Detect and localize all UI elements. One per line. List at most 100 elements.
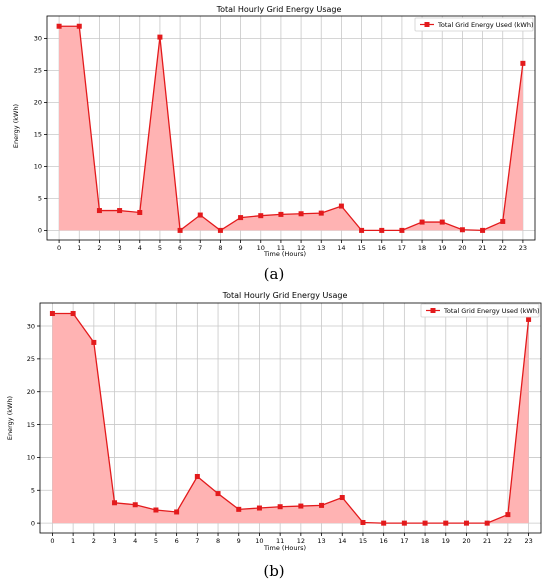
data-point-marker (399, 227, 405, 233)
x-tick-label: 4 (133, 537, 137, 545)
y-axis-label: Energy (kWh) (12, 104, 20, 148)
x-tick-label: 7 (198, 244, 202, 252)
x-tick-label: 6 (178, 244, 182, 252)
data-point-marker (319, 502, 325, 508)
data-point-marker (112, 500, 118, 506)
x-tick-label: 12 (297, 244, 305, 252)
x-tick-label: 9 (237, 537, 241, 545)
data-point-marker (339, 495, 345, 501)
x-tick-label: 21 (478, 244, 486, 252)
panel-label-b: (b) (263, 562, 284, 580)
data-point-marker (422, 520, 428, 526)
x-tick-label: 22 (504, 537, 512, 545)
data-point-marker (463, 520, 469, 526)
data-point-marker (197, 212, 203, 218)
x-tick-label: 20 (462, 537, 470, 545)
x-tick-label: 13 (317, 244, 325, 252)
panel-label-a: (a) (264, 265, 285, 283)
data-point-marker (194, 473, 200, 479)
x-axis-label: Time (Hours) (263, 544, 306, 552)
y-axis-label: Energy (kWh) (6, 396, 14, 440)
data-point-marker (520, 60, 526, 66)
y-tick-label: 0 (31, 519, 35, 527)
data-point-marker (381, 520, 387, 526)
x-tick-label: 12 (297, 537, 305, 545)
series-line (59, 25, 524, 232)
x-tick-label: 5 (154, 537, 158, 545)
x-tick-label: 1 (77, 244, 81, 252)
legend-marker-swatch (430, 308, 436, 313)
x-tick-label: 20 (458, 244, 466, 252)
y-tick-label: 30 (27, 322, 35, 330)
data-point-marker (238, 215, 244, 221)
x-tick-label: 10 (255, 537, 263, 545)
chart-panel-b: Total Hourly Grid Energy Usage Time (Hou… (6, 291, 542, 580)
x-tick-label: 14 (337, 244, 345, 252)
legend-box (414, 17, 534, 32)
x-tick-label: 1 (71, 537, 75, 545)
legend: Total Grid Energy Used (kWh) (414, 17, 534, 32)
legend: Total Grid Energy Used (kWh) (420, 303, 540, 318)
x-tick-label: 19 (438, 244, 446, 252)
x-tick-label: 21 (483, 537, 491, 545)
y-tick-label: 25 (27, 355, 35, 363)
data-point-marker (157, 34, 163, 40)
x-tick-label: 11 (277, 244, 285, 252)
plot-frame (39, 302, 542, 534)
x-tick-label: 6 (175, 537, 179, 545)
legend-label: Total Grid Energy Used (kWh) (443, 307, 540, 315)
x-tick-label: 8 (216, 537, 220, 545)
x-tick-label: 2 (92, 537, 96, 545)
x-tick-label: 2 (97, 244, 101, 252)
data-point-marker (258, 213, 264, 219)
x-tick-label: 17 (400, 537, 408, 545)
data-point-marker (298, 211, 304, 217)
data-point-marker (236, 506, 242, 512)
series-area-fill (59, 26, 523, 231)
data-point-marker (526, 316, 532, 322)
x-tick-label: 18 (418, 244, 426, 252)
y-tick-label: 0 (38, 227, 42, 235)
data-point-marker (153, 507, 159, 513)
data-point-marker (318, 210, 324, 216)
data-point-marker (500, 218, 506, 224)
data-point-marker (480, 227, 486, 233)
plot-area: 0 1 2 3 4 5 6 7 8 9 10 11 12 13 14 15 16 17 18 19 20 21 22 2305… (34, 15, 536, 252)
x-tick-label: 3 (118, 244, 122, 252)
data-point-marker (505, 512, 511, 518)
plot-area: 0 1 2 3 4 5 6 7 8 9 10 11 12 13 14 15 16 17 18 19 20 21 22 2305… (27, 302, 542, 545)
y-tick-label: 10 (34, 163, 42, 171)
x-tick-label: 8 (218, 244, 222, 252)
data-point-marker (278, 211, 284, 217)
x-tick-label: 5 (158, 244, 162, 252)
x-tick-label: 16 (378, 244, 386, 252)
x-tick-label: 18 (421, 537, 429, 545)
y-tick-label: 5 (38, 195, 42, 203)
data-point-marker (459, 227, 465, 233)
data-point-marker (298, 503, 304, 509)
chart-title: Total Hourly Grid Energy Usage (216, 5, 342, 14)
legend-label: Total Grid Energy Used (kWh) (437, 21, 534, 29)
x-tick-label: 23 (519, 244, 527, 252)
data-point-marker (56, 23, 62, 29)
x-tick-label: 17 (398, 244, 406, 252)
data-point-marker (117, 208, 123, 214)
x-tick-label: 0 (57, 244, 61, 252)
y-tick-label: 5 (31, 487, 35, 495)
y-tick-label: 15 (34, 131, 42, 139)
legend-marker-swatch (424, 22, 430, 27)
x-tick-label: 9 (239, 244, 243, 252)
data-point-marker (137, 209, 143, 215)
y-tick-label: 15 (27, 421, 35, 429)
x-tick-label: 19 (442, 537, 450, 545)
data-point-marker (439, 219, 445, 225)
x-tick-label: 15 (357, 244, 365, 252)
data-point-marker (70, 311, 76, 317)
x-tick-label: 0 (50, 537, 54, 545)
chart-title: Total Hourly Grid Energy Usage (222, 291, 348, 300)
data-point-marker (359, 227, 365, 233)
data-point-marker (338, 203, 344, 209)
data-point-marker (49, 311, 55, 317)
